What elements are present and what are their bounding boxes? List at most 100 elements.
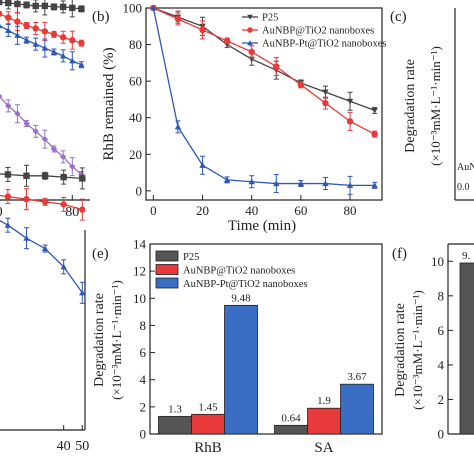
panel-c-label-2: 0.0 [457, 182, 470, 193]
panel-b-series-0-point [322, 89, 329, 96]
panel-a-series-0-point [59, 3, 67, 11]
panel-a-series-0-point [23, 1, 30, 9]
panel-d-series-1-point [4, 193, 12, 200]
panel-d-xtick-label: 40 [57, 439, 71, 454]
panel-b-legend-marker [247, 40, 253, 46]
panel-d-series-0-point [60, 173, 67, 181]
panel-b-ytick-label: 0 [136, 183, 143, 198]
panel-d-xtick-label: 50 [75, 439, 89, 454]
panel-d: 40 50 [0, 164, 89, 454]
panel-f-letter: (f) [392, 246, 407, 262]
panel-a-series-0-point [32, 2, 39, 10]
panel-b-series-1-point [273, 63, 280, 70]
panel-e-bar-1-2 [340, 383, 374, 435]
panel-e-ytick-label: 2 [140, 399, 147, 414]
panel-a-series-1-line [0, 13, 82, 44]
panel-f-ytick-label: 0 [438, 427, 445, 442]
panel-b-ylabel: RhB remained (%) [101, 47, 117, 160]
panel-e-category-label-0: RhB [194, 440, 222, 456]
panel-a-series-1-point [14, 18, 21, 25]
panel-d-series-0-point [41, 172, 49, 179]
panel-e-bar-0-2 [224, 304, 258, 435]
panel-f-ytick-label: 2 [438, 392, 445, 407]
panel-b-ytick-label: 80 [129, 37, 142, 52]
panel-b-ytick-labels: 0 20 40 60 80 100 [123, 1, 151, 198]
panel-e-bar-label-1-0: 0.64 [281, 412, 301, 424]
panel-d-series-1-point [60, 201, 67, 208]
panel-b-series-2-point [371, 182, 378, 188]
panel-e-bar-1-0 [274, 424, 308, 435]
panel-f-ylabel: Degradation rate [393, 303, 408, 397]
panel-f: (f) Degradation rate (×10⁻³mM·L⁻¹·min⁻¹)… [392, 243, 474, 442]
panel-f-bars: 9. [459, 250, 474, 435]
panel-e-axes [149, 243, 383, 435]
panel-b-series-1-point [199, 26, 206, 34]
panel-b-series-2-point [223, 176, 231, 183]
panel-e-ytick-labels: 0 2 4 6 8 10 12 14 [133, 237, 155, 442]
panel-b-axes [145, 7, 383, 201]
panel-b-xtick-label: 40 [245, 203, 258, 218]
panel-a-series [0, 0, 85, 178]
panel-a-series-0-point [41, 2, 49, 10]
panel-b-ytick-label: 20 [129, 147, 142, 162]
panel-b-series-1-point [248, 48, 255, 56]
panel-b-series-2-point [346, 182, 354, 188]
panel-a-series-1-point [23, 22, 30, 29]
panel-d-series-1-point [23, 196, 30, 203]
panel-e-legend-swatch [155, 250, 179, 262]
panel-d-series-0-point [4, 171, 12, 178]
panel-a-series-3-point [23, 120, 30, 127]
panel-a-series-1-point [5, 14, 12, 21]
panel-a-series-0-point [69, 4, 76, 12]
panel-a-series-2-point [0, 23, 3, 29]
panel-a-xtick-label: 0 [0, 205, 3, 220]
panel-b-xtick-label: 80 [344, 203, 357, 218]
panel-b-letter: (b) [92, 9, 110, 25]
panel-c-ylabel: Degradation rate [403, 59, 418, 153]
panel-b-xtick-label: 0 [150, 203, 157, 218]
panel-f-bar-0 [459, 262, 474, 435]
panel-a-series-1-point [69, 37, 76, 44]
panel-b-series-2-point [174, 123, 182, 130]
panel-e-ytick-label: 6 [140, 345, 147, 360]
panel-a-series-2-point [78, 61, 85, 68]
panel-f-bar-label-0: 9. [462, 250, 471, 262]
panel-a-series-3-point [0, 93, 3, 99]
panel-b-series-2-point [150, 4, 157, 11]
panel-b-ytick-label: 60 [129, 74, 142, 89]
panel-e-ylabel-units: (×10⁻³mM·L⁻¹·min⁻¹) [109, 280, 124, 400]
panel-c: (c) Degradation rate (×10⁻³mM·L⁻¹·min⁻¹)… [390, 8, 474, 201]
panel-f-ytick-label: 8 [438, 288, 445, 303]
panel-a-series-1-point [59, 34, 67, 41]
panel-b-xlabel: Time (min) [228, 218, 296, 234]
panel-a-series-0-point [50, 3, 58, 11]
panel-b-ytick-label: 40 [129, 110, 142, 125]
panel-a-series-3-point [59, 153, 67, 161]
panel-a-series-3-line [0, 96, 82, 175]
panel-a-series-2-point [14, 32, 21, 38]
panel-e-bar-label-1-1: 1.9 [317, 395, 331, 407]
panel-b-xtick-label: 20 [196, 203, 209, 218]
panel-e-letter: (e) [92, 246, 109, 262]
panel-d-series-2-line [0, 220, 83, 294]
panel-a-series-1-point [50, 31, 58, 38]
panel-b-series-2-point [199, 162, 206, 168]
panel-e-bar-label-0-0: 1.3 [168, 403, 182, 415]
panel-e-ytick-label: 4 [140, 372, 147, 387]
panel-e-bar-0-1 [191, 413, 225, 435]
panel-b-series-0-line [153, 7, 375, 112]
panel-f-ytick-label: 4 [438, 357, 445, 372]
panel-b-series-2-point [273, 180, 280, 187]
panel-e-bars: 1.3 1.45 9.48 RhB 0.64 1.9 3.67 SA [158, 292, 374, 456]
panel-f-ytick-label: 6 [438, 323, 445, 338]
panel-a-series-2-point [23, 37, 30, 43]
panel-e-legend-swatch [155, 277, 179, 289]
panel-d-series-0-point [23, 172, 30, 179]
panel-b-series-1-point [297, 81, 305, 89]
panel-a-xtick-label: 80 [65, 205, 79, 220]
panel-f-ytick-label: 10 [431, 254, 444, 269]
panel-b-series-1-point [223, 37, 231, 45]
panel-d-series-1-point [41, 198, 49, 205]
panel-c-letter: (c) [390, 9, 407, 25]
panel-a-series-3-point [50, 145, 58, 153]
